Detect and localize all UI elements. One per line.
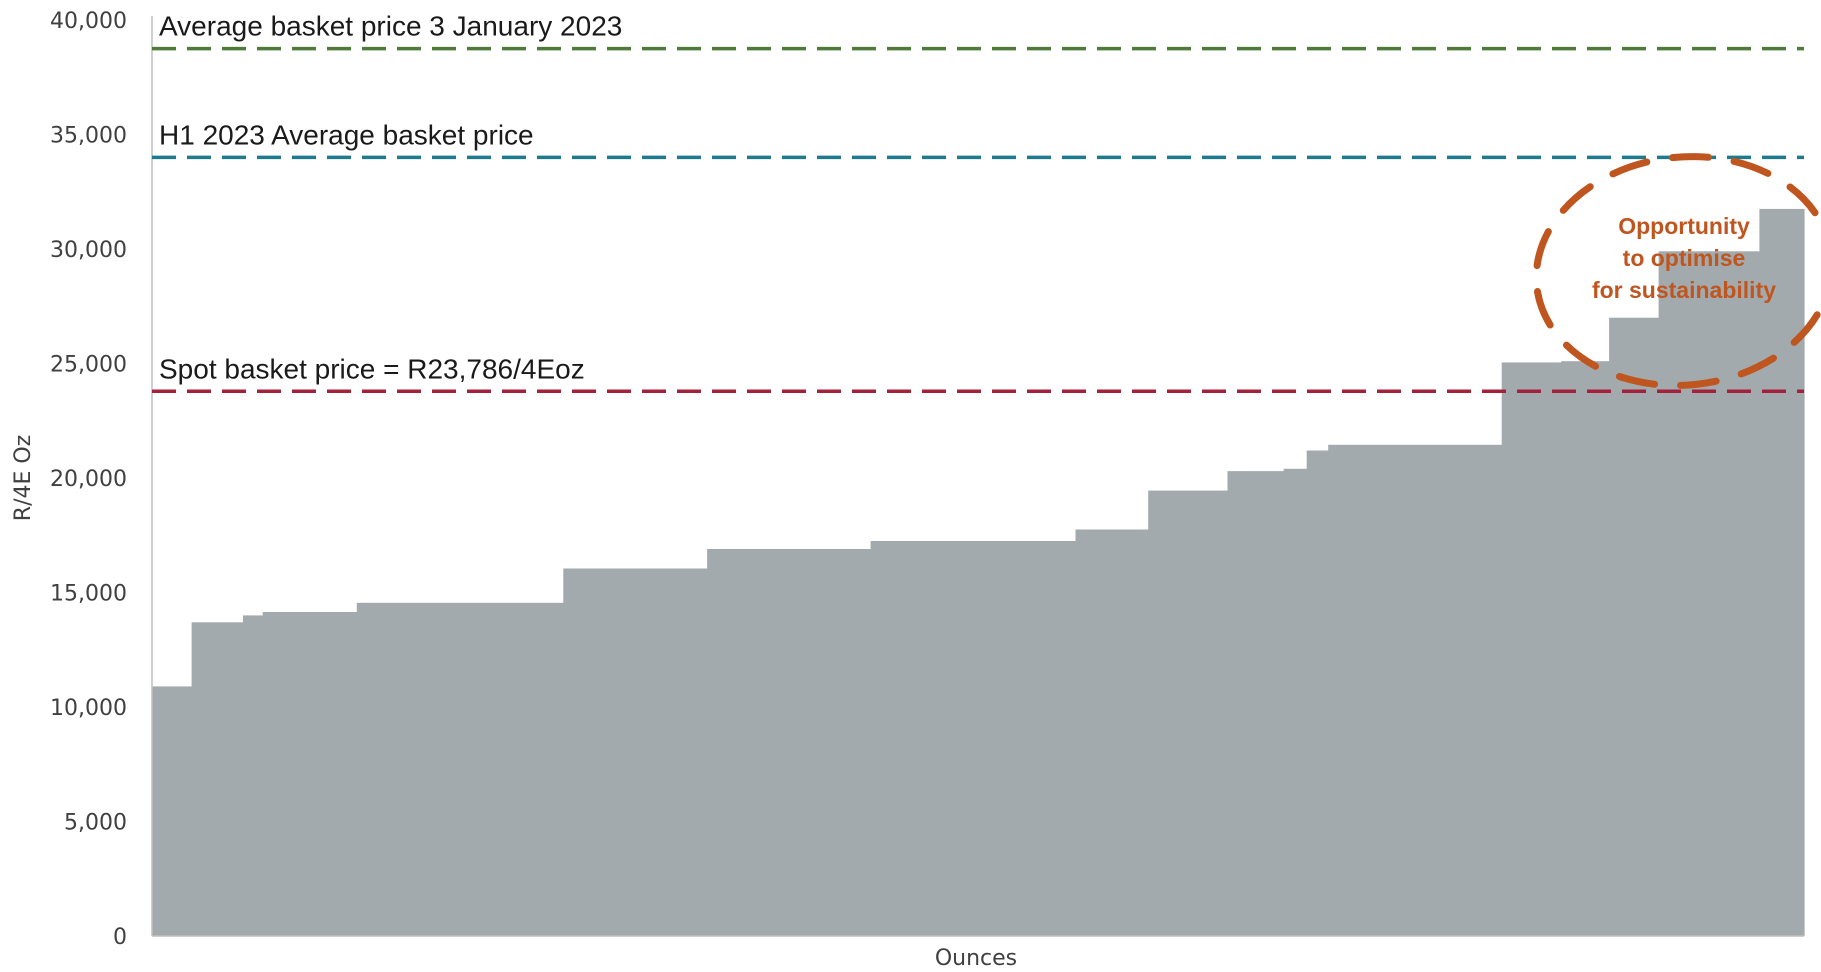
- cost-step-3: [242, 615, 264, 936]
- y-tick-label: 5,000: [64, 811, 127, 836]
- cost-step-6: [563, 568, 708, 936]
- y-tick-label: 10,000: [50, 696, 127, 721]
- cost-step-18: [1658, 251, 1760, 937]
- cost-step-12: [1283, 468, 1308, 936]
- y-axis-title: R/4E Oz: [11, 435, 36, 521]
- annotation-text-line-1: Opportunity: [1618, 213, 1750, 239]
- y-tick-label: 25,000: [50, 353, 127, 378]
- cost-step-15: [1501, 362, 1562, 936]
- cost-step-11: [1227, 471, 1285, 936]
- cost-step-13: [1306, 450, 1329, 936]
- cost-step-9: [1075, 529, 1149, 936]
- y-tick-label: 0: [113, 925, 127, 950]
- cost-step-14: [1328, 444, 1503, 936]
- cost-step-7: [707, 549, 872, 936]
- x-axis-title: Ounces: [935, 946, 1017, 971]
- cost-step-1: [152, 686, 193, 936]
- annotation-text-line-3: for sustainability: [1592, 277, 1776, 303]
- cost-step-2: [191, 622, 244, 936]
- y-tick-label: 30,000: [50, 238, 127, 263]
- cost-step-8: [870, 541, 1076, 936]
- annotation-text-line-2: to optimise: [1623, 245, 1746, 271]
- opportunity-circle: [1532, 153, 1821, 389]
- reference-label-2: H1 2023 Average basket price: [159, 119, 534, 150]
- cost-step-16: [1561, 361, 1610, 936]
- axes: [151, 16, 1804, 937]
- cost-step-19: [1759, 208, 1805, 936]
- y-tick-label: 15,000: [50, 582, 127, 607]
- y-tick-label: 35,000: [50, 124, 127, 149]
- reference-label-3: Spot basket price = R23,786/4Eoz: [159, 353, 585, 384]
- reference-label-1: Average basket price 3 January 2023: [159, 11, 622, 42]
- cost-step-10: [1148, 490, 1229, 936]
- y-tick-label: 40,000: [50, 9, 127, 34]
- cost-step-5: [356, 602, 564, 936]
- cost-step-4: [262, 612, 358, 936]
- cost-curve-area: [152, 208, 1805, 937]
- y-tick-label: 20,000: [50, 467, 127, 492]
- reference-lines: Average basket price 3 January 2023 H1 20…: [152, 11, 1804, 394]
- opportunity-annotation: Opportunity to optimise for sustainability: [1532, 153, 1821, 389]
- y-tick-labels: 0 5,000 10,000 15,000 20,000 25,000 30,000 35,0…: [50, 9, 127, 950]
- cost-step-17: [1609, 317, 1660, 936]
